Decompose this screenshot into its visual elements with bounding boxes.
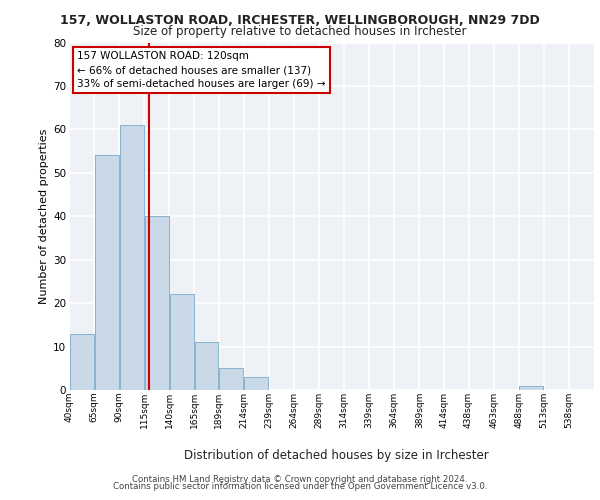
Y-axis label: Number of detached properties: Number of detached properties [39, 128, 49, 304]
Text: Contains public sector information licensed under the Open Government Licence v3: Contains public sector information licen… [113, 482, 487, 491]
Bar [145, 216, 169, 390]
Bar [244, 377, 268, 390]
Bar [95, 156, 119, 390]
Text: Distribution of detached houses by size in Irchester: Distribution of detached houses by size … [184, 450, 488, 462]
Text: 157 WOLLASTON ROAD: 120sqm
← 66% of detached houses are smaller (137)
33% of sem: 157 WOLLASTON ROAD: 120sqm ← 66% of deta… [77, 51, 325, 89]
Text: 157, WOLLASTON ROAD, IRCHESTER, WELLINGBOROUGH, NN29 7DD: 157, WOLLASTON ROAD, IRCHESTER, WELLINGB… [60, 14, 540, 27]
Bar [195, 342, 218, 390]
Bar [219, 368, 243, 390]
Bar [519, 386, 544, 390]
Text: Size of property relative to detached houses in Irchester: Size of property relative to detached ho… [133, 25, 467, 38]
Bar [70, 334, 94, 390]
Text: Contains HM Land Registry data © Crown copyright and database right 2024.: Contains HM Land Registry data © Crown c… [132, 475, 468, 484]
Bar [170, 294, 194, 390]
Bar [119, 125, 144, 390]
